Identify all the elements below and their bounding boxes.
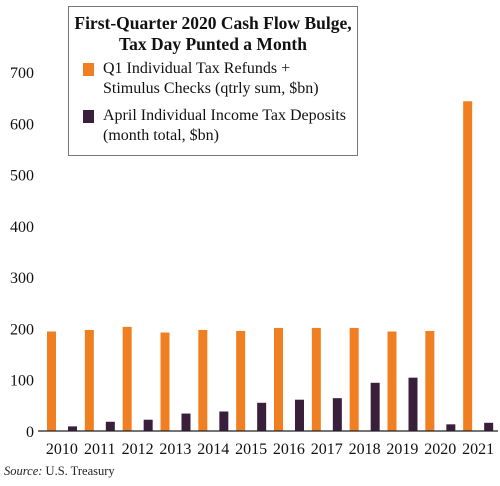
bar-series1-2013: [160, 332, 170, 431]
bar-series1-2014: [198, 329, 208, 431]
x-tick-label: 2018: [349, 441, 381, 458]
y-tick-label: 500: [10, 168, 34, 185]
bar-series1-2012: [122, 326, 132, 431]
legend-label-refunds: Q1 Individual Tax Refunds + Stimulus Che…: [103, 59, 319, 99]
bar-series1-2020: [425, 330, 435, 431]
bar-series2-2012: [143, 419, 153, 431]
bar-series1-2010: [47, 331, 56, 431]
x-tick-label: 2014: [197, 441, 229, 458]
bar-series2-2018: [370, 382, 380, 431]
bar-series2-2021: [484, 422, 494, 431]
bar-series1-2018: [349, 327, 359, 431]
bar-series2-2013: [181, 413, 191, 431]
legend-label-deposits: April Individual Income Tax Deposits (mo…: [103, 106, 346, 146]
y-tick-label: 200: [10, 321, 34, 338]
source-text: U.S. Treasury: [45, 464, 115, 478]
x-axis-ticks: 2010 2011 2012 2013 2014 2015 2016 2017 2018 2019…: [46, 441, 494, 458]
x-tick-label: 2011: [84, 441, 115, 458]
bar-series2-2019: [408, 377, 418, 431]
bars: [47, 101, 494, 432]
x-tick-label: 2021: [462, 441, 494, 458]
x-tick-label: 2013: [159, 441, 191, 458]
x-tick-label: 2015: [235, 441, 267, 458]
bar-series2-2011: [105, 421, 115, 431]
bar-series1-2021: [463, 101, 473, 432]
y-tick-label: 700: [10, 65, 34, 82]
legend-label-line: (month total, $bn): [103, 127, 219, 144]
y-tick-label: 300: [10, 270, 34, 287]
bar-series1-2011: [84, 329, 94, 431]
x-tick-label: 2012: [122, 441, 154, 458]
x-tick-label: 2019: [386, 441, 418, 458]
bar-series1-2015: [236, 330, 246, 431]
bar-series2-2020: [446, 424, 456, 431]
y-axis-ticks: 0 100 200 300 400 500 600 700: [10, 65, 34, 441]
source-note: Source: U.S. Treasury: [4, 464, 115, 479]
bar-series1-2016: [274, 327, 283, 431]
legend-swatch-deposits: [83, 110, 94, 123]
bar-series1-2017: [311, 327, 321, 431]
bar-series1-2019: [387, 331, 397, 431]
legend: First-Quarter 2020 Cash Flow Bulge, Tax …: [68, 6, 358, 156]
chart-title-line: Tax Day Punted a Month: [119, 34, 307, 54]
legend-swatch-refunds: [83, 63, 94, 76]
legend-label-line: Q1 Individual Tax Refunds +: [103, 60, 291, 77]
bar-series2-2010: [68, 426, 77, 431]
legend-label-line: April Individual Income Tax Deposits: [103, 107, 346, 124]
y-tick-label: 0: [26, 424, 34, 441]
chart-title-line: First-Quarter 2020 Cash Flow Bulge,: [74, 13, 352, 33]
x-tick-label: 2020: [424, 441, 456, 458]
x-tick-label: 2017: [311, 441, 343, 458]
y-tick-label: 600: [10, 116, 34, 133]
x-tick-label: 2016: [273, 441, 305, 458]
legend-label-line: Stimulus Checks (qtrly sum, $bn): [103, 80, 319, 97]
chart-title: First-Quarter 2020 Cash Flow Bulge, Tax …: [69, 13, 357, 55]
bar-series2-2017: [332, 398, 342, 431]
y-tick-label: 100: [10, 373, 34, 390]
bar-series2-2015: [257, 402, 267, 431]
bar-series2-2016: [295, 399, 304, 431]
y-tick-label: 400: [10, 219, 34, 236]
x-tick-label: 2010: [46, 441, 78, 458]
source-label: Source:: [4, 464, 43, 478]
bar-series2-2014: [219, 411, 229, 431]
